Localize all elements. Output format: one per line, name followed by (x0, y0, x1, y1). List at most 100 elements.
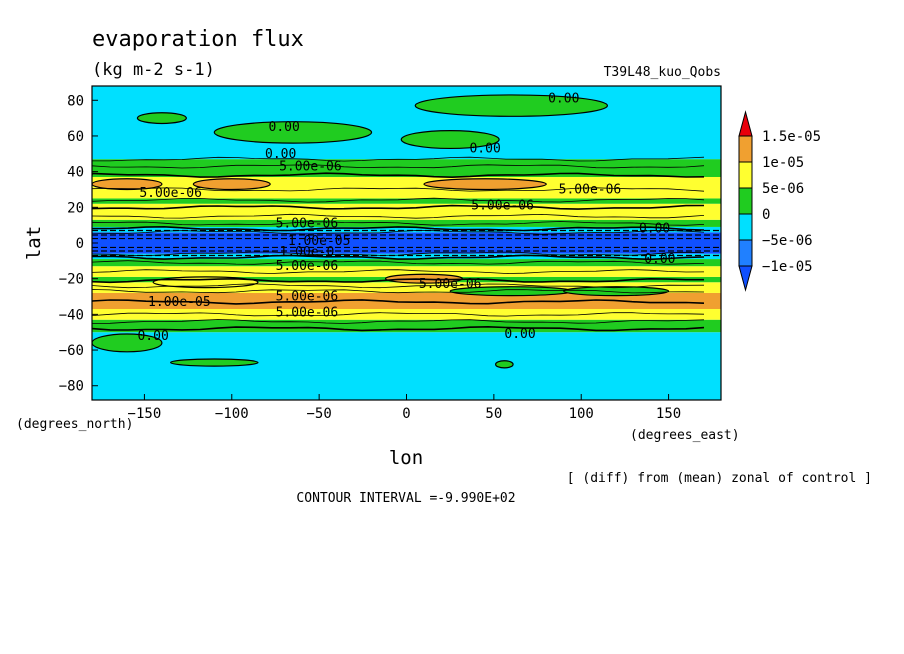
contour-band (92, 332, 721, 400)
colorbar-label: 1e-05 (762, 155, 804, 171)
x-axis-label: lon (389, 447, 423, 469)
contour-label: 0.00 (639, 222, 670, 237)
contour-interval: CONTOUR INTERVAL =-9.990E+02 (296, 491, 515, 506)
contour-label: 5.00e-06 (419, 277, 482, 292)
x-tick-label: 100 (569, 406, 594, 422)
contour-patch (92, 333, 163, 353)
contour-line (92, 325, 705, 332)
contour-label: 0.00 (469, 141, 500, 156)
contour-label: 0.00 (265, 147, 296, 162)
contour-patch (495, 360, 514, 369)
contour-line (92, 254, 705, 261)
contour-patch (423, 178, 547, 191)
contour-band (92, 159, 721, 177)
colorbar-segment (738, 187, 753, 215)
contour-patch (400, 130, 500, 150)
contour-band (92, 266, 721, 277)
contour-line (92, 319, 705, 324)
y-tick-label: 40 (67, 165, 84, 181)
x-tick-label: −150 (128, 406, 162, 422)
colorbar-segment (738, 161, 753, 189)
colorbar-label: 5e-06 (762, 181, 804, 197)
contour-label: 5.00e-06 (471, 199, 534, 214)
y-tick-label: −60 (59, 343, 84, 359)
y-tick-label: −40 (59, 307, 84, 323)
contour-patch (414, 94, 609, 117)
contour-label: 5.00e-06 (276, 306, 339, 321)
contour-label: 0.00 (504, 327, 535, 342)
colorbar-segment (738, 110, 753, 137)
contour-band (92, 292, 721, 310)
contour-label: 5.00e-06 (139, 186, 202, 201)
contour-label: 0.00 (644, 252, 675, 267)
x-tick-label: −100 (215, 406, 249, 422)
contour-label: 1.00e-05 (288, 234, 351, 249)
x-tick-label: 50 (485, 406, 502, 422)
contour-patch (170, 358, 259, 367)
x-tick-label: 0 (402, 406, 410, 422)
contour-line (92, 299, 705, 305)
contour-label: 5.00e-06 (276, 216, 339, 231)
contour-label: 5.00e-06 (276, 290, 339, 305)
colorbar-segment (738, 265, 753, 292)
chart-units: (kg m-2 s-1) (92, 60, 215, 80)
run-label: T39L48_kuo_Qobs (604, 65, 721, 80)
contour-patch (563, 286, 670, 297)
contour-patch (213, 121, 373, 144)
contour-patch (136, 112, 187, 125)
contour-label: 0.00 (137, 329, 168, 344)
contour-band (92, 226, 721, 233)
contour-line (92, 269, 705, 274)
x-tick-label: 150 (656, 406, 681, 422)
contour-patch (92, 178, 163, 191)
contour-line (92, 187, 705, 192)
contour-line (92, 204, 705, 210)
contour-field: 0.000.000.000.005.00e-065.00e-06 5.00e-06… (92, 86, 721, 400)
y-tick-label: 80 (67, 93, 84, 109)
contour-label: 1.00e-05 (148, 295, 211, 310)
contour-label: 5.00e-06 (279, 159, 342, 174)
x-axis: −150 −100 −50 0 50 100 150 (128, 394, 681, 422)
colorbar-label: −5e-06 (762, 233, 813, 249)
contour-band (92, 86, 721, 160)
contour-line (92, 164, 705, 169)
y-axis-label: lat (23, 226, 45, 260)
contour-band (92, 309, 721, 320)
contour-label: 5.00e-06 (559, 182, 622, 197)
contour-line (92, 172, 705, 179)
contour-line (92, 225, 705, 232)
contour-band (92, 282, 721, 293)
color-legend: 1.5e-05 1e-05 5e-06 0 −5e-06 −1e-05 (738, 110, 821, 292)
contour-line (92, 221, 705, 226)
contour-line (92, 289, 705, 294)
colorbar-label: 0 (762, 207, 770, 223)
y-tick-label: −20 (59, 272, 84, 288)
colorbar-segment (738, 213, 753, 241)
colorbar-segment (738, 135, 753, 163)
contour-line (92, 277, 704, 284)
y-tick-label: −80 (59, 379, 84, 395)
contour-label: 5.00e-06 (276, 259, 339, 274)
contour-label: 0.00 (548, 91, 579, 106)
colorbar-label: 1.5e-05 (762, 129, 821, 145)
x-unit-label: (degrees_east) (630, 428, 740, 443)
y-tick-label: 60 (67, 129, 84, 145)
contour-band (92, 253, 721, 260)
y-tick-label: 0 (76, 236, 84, 252)
contour-line (92, 213, 705, 219)
y-unit-label: (degrees_north) (16, 417, 133, 432)
contour-line (92, 197, 705, 203)
chart-title: evaporation flux (92, 27, 304, 52)
contour-label: 0.00 (269, 120, 300, 135)
x-tick-label: −50 (306, 406, 331, 422)
y-axis: −80 −60 −40 −20 0 20 40 60 80 (59, 93, 98, 395)
contour-line (92, 260, 705, 265)
contour-patch (192, 178, 271, 191)
colorbar-segment (738, 239, 753, 267)
contour-band (92, 198, 721, 204)
contour-line (92, 312, 705, 317)
comparison-note: [ (diff) from (mean) zonal of control ] (567, 471, 872, 486)
contour-line (92, 156, 705, 162)
y-tick-label: 20 (67, 200, 84, 216)
